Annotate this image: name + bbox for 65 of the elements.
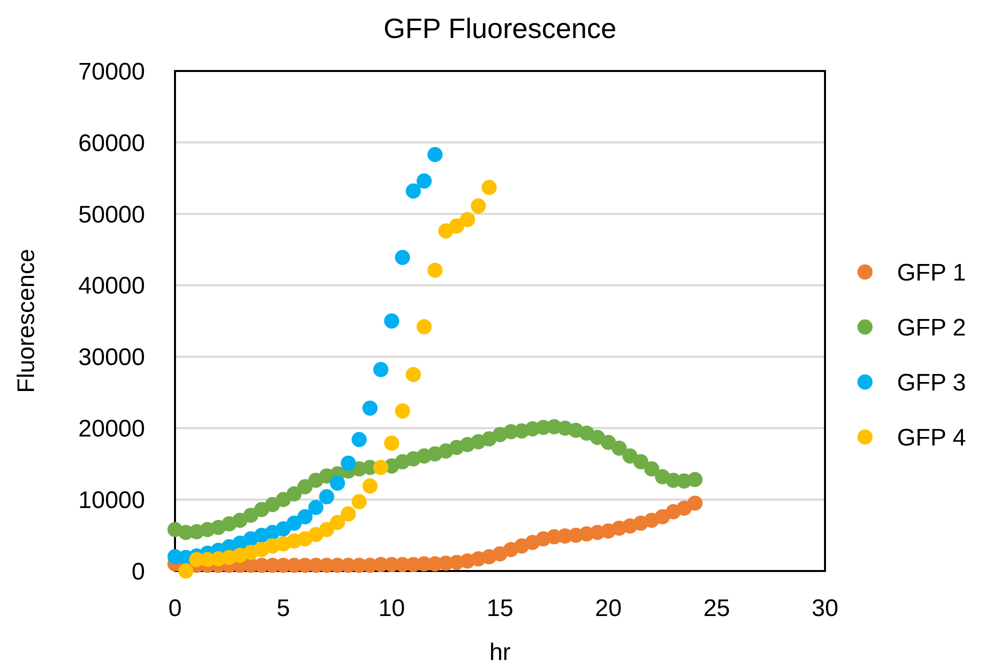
point	[330, 514, 346, 530]
x-tick-label: 30	[812, 595, 838, 622]
y-tick-label: 60000	[78, 130, 145, 157]
point	[286, 516, 302, 531]
point	[427, 147, 443, 162]
point	[633, 454, 648, 470]
point	[427, 262, 443, 278]
y-axis-title: Fluorescence	[13, 248, 40, 394]
point	[687, 472, 703, 488]
point	[264, 497, 280, 512]
x-tick-label: 0	[168, 595, 182, 622]
point	[178, 563, 194, 579]
legend-label: GFP 4	[897, 424, 966, 452]
point	[362, 478, 378, 494]
y-tick-label: 30000	[78, 344, 145, 372]
x-tick-label: 10	[378, 595, 406, 622]
point	[394, 403, 410, 419]
point	[373, 362, 388, 378]
point	[449, 218, 464, 234]
point	[687, 496, 703, 511]
point	[416, 319, 432, 334]
point	[600, 434, 616, 450]
point	[406, 183, 421, 199]
point	[362, 400, 378, 416]
x-tick-label: 5	[276, 595, 290, 622]
point	[276, 492, 291, 508]
point	[308, 500, 324, 515]
x-tick-label: 15	[486, 595, 514, 622]
point	[297, 479, 313, 494]
y-tick-label: 20000	[78, 416, 145, 443]
y-tick-label: 40000	[78, 272, 145, 300]
point	[373, 460, 388, 475]
point	[384, 313, 400, 329]
point	[243, 508, 258, 523]
x-axis-title: hr	[489, 639, 511, 666]
point	[352, 432, 367, 448]
chart-title: GFP Fluorescence	[384, 13, 616, 44]
point	[612, 440, 627, 456]
point	[622, 448, 638, 464]
point	[330, 476, 346, 491]
point	[297, 509, 313, 524]
point	[406, 367, 421, 382]
point	[590, 430, 606, 445]
point	[416, 173, 432, 189]
legend-label: GFP 1	[897, 259, 966, 286]
point	[384, 436, 400, 451]
point	[644, 461, 660, 476]
point	[460, 212, 476, 228]
point	[340, 456, 356, 471]
y-tick-label: 50000	[78, 201, 145, 228]
point	[352, 494, 367, 510]
point	[470, 198, 486, 214]
y-tick-label: 10000	[78, 486, 145, 514]
y-tick-label: 0	[132, 558, 145, 586]
point	[394, 250, 410, 265]
x-tick-label: 25	[703, 595, 730, 622]
y-tick-label: 70000	[78, 58, 145, 86]
point	[319, 522, 334, 538]
legend-label: GFP 2	[897, 314, 966, 342]
point	[286, 486, 302, 502]
x-tick-label: 20	[594, 595, 622, 622]
point	[319, 489, 334, 504]
legend-label: GFP 3	[897, 369, 966, 396]
point	[482, 180, 497, 195]
point	[340, 506, 356, 522]
